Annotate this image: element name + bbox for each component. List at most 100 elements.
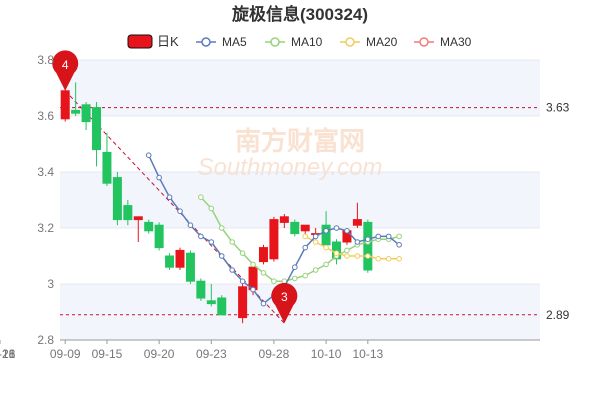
candle-body	[258, 247, 268, 263]
ma5-point	[156, 174, 162, 181]
ma5-point	[291, 264, 298, 271]
ma10-point	[198, 194, 204, 200]
ma20-point	[385, 256, 392, 262]
candle-body	[60, 90, 70, 120]
ma5-point	[375, 233, 382, 240]
ma5-point	[365, 236, 371, 242]
ma20-point	[302, 233, 309, 240]
ma10-point	[260, 270, 267, 276]
ma10-point	[208, 205, 215, 212]
y-tick-label: 3.2	[37, 221, 54, 235]
ma5-point	[187, 222, 194, 228]
x-tick-label: 09-15	[92, 347, 123, 361]
legend-label: MA20	[366, 35, 398, 49]
x-tick-label: 09-23	[196, 347, 227, 361]
candle-body	[165, 255, 175, 268]
ma5-point	[177, 208, 183, 214]
legend-marker	[419, 37, 429, 47]
markers: 4 3 3	[0, 50, 298, 324]
ma10-point	[291, 275, 298, 282]
legend-item: 日K	[127, 34, 179, 49]
legend-swatch	[127, 34, 153, 49]
watermark-text: Southmoney.com	[198, 154, 383, 181]
candle-body	[71, 109, 81, 114]
ma5-point	[239, 278, 246, 285]
y-tick-label: 3.4	[37, 165, 54, 179]
ma5-point	[145, 152, 152, 158]
ma5-point	[396, 242, 402, 248]
legend-marker	[270, 37, 280, 47]
legend-marker	[345, 37, 355, 47]
y-tick-label: 3	[47, 277, 54, 291]
marker-pin-shape	[271, 282, 298, 324]
ma10-point	[344, 247, 350, 254]
axes: 2.8 3 3.2 3.4 3.6 3.8 09-09 09-15 09-20 09-23 09-2…	[0, 53, 540, 361]
legend-item: MA10	[265, 35, 323, 49]
ma10-point	[271, 278, 277, 285]
candle-body	[248, 266, 258, 291]
ma5-point	[302, 244, 309, 251]
legend-label: 日K	[157, 34, 179, 49]
candle-body	[352, 219, 362, 226]
ma10-point	[239, 250, 246, 256]
marker-pin-shape	[52, 50, 79, 91]
moving-average-lines	[145, 152, 402, 307]
x-tick-label: 10-10	[311, 347, 342, 361]
marker-label: 3	[0, 195, 4, 209]
candle-body	[133, 216, 143, 221]
ma5-point	[312, 233, 319, 240]
candle-body	[92, 107, 102, 151]
candle-body	[279, 216, 289, 223]
ma20-point	[354, 253, 361, 259]
marker-pin: 4	[52, 50, 79, 91]
ma5-point	[250, 286, 256, 293]
ma5-point	[260, 300, 267, 307]
marker-pin: 3	[271, 282, 298, 324]
ma10-point	[323, 261, 329, 268]
candle-body	[269, 219, 279, 260]
ma5-point	[333, 225, 340, 231]
candle-body	[321, 224, 331, 246]
x-tick-label: 10-13	[352, 347, 383, 361]
ma10-point	[229, 239, 235, 245]
ma5-point	[198, 233, 204, 240]
marker-label: 4	[62, 58, 69, 72]
y-tick-label: 3.8	[37, 53, 54, 67]
plot-area	[60, 60, 540, 340]
x-tick-label: 09-20	[144, 347, 175, 361]
candle-body	[175, 249, 185, 268]
ma20-point	[333, 250, 340, 256]
ma20-point	[312, 239, 319, 245]
ma20-point	[365, 253, 371, 259]
x-tick-label: 09-09	[50, 347, 81, 361]
ma10-point	[250, 261, 256, 268]
x-tick-label: 09-28	[259, 347, 290, 361]
ma5-point	[229, 267, 235, 273]
candle-body	[300, 224, 310, 232]
legend-item: MA20	[340, 35, 398, 49]
ma10-point	[396, 233, 402, 240]
candle-body	[123, 205, 133, 221]
candle-body	[144, 221, 154, 232]
y-tick-label: 2.8	[37, 333, 54, 347]
ma20-line	[304, 235, 400, 260]
candle-body	[102, 151, 112, 184]
x-tick-label: 10-18	[0, 347, 16, 361]
ma10-point	[302, 272, 309, 279]
ma5-point	[344, 228, 350, 234]
x-tick-label: 10-21	[0, 347, 16, 361]
ma5-point	[323, 228, 329, 234]
ma10-point	[312, 267, 319, 273]
ma5-point	[385, 233, 392, 240]
legend-item: MA5	[196, 35, 247, 49]
watermark-text: 南方财富网	[235, 126, 365, 156]
candle-body	[238, 286, 248, 319]
candle-body	[112, 177, 122, 221]
candle-body	[81, 104, 91, 123]
candle-body	[206, 300, 216, 305]
ma5-point	[354, 239, 361, 245]
ma10-point	[218, 225, 225, 231]
reference-line-label: 3.63	[546, 101, 570, 115]
